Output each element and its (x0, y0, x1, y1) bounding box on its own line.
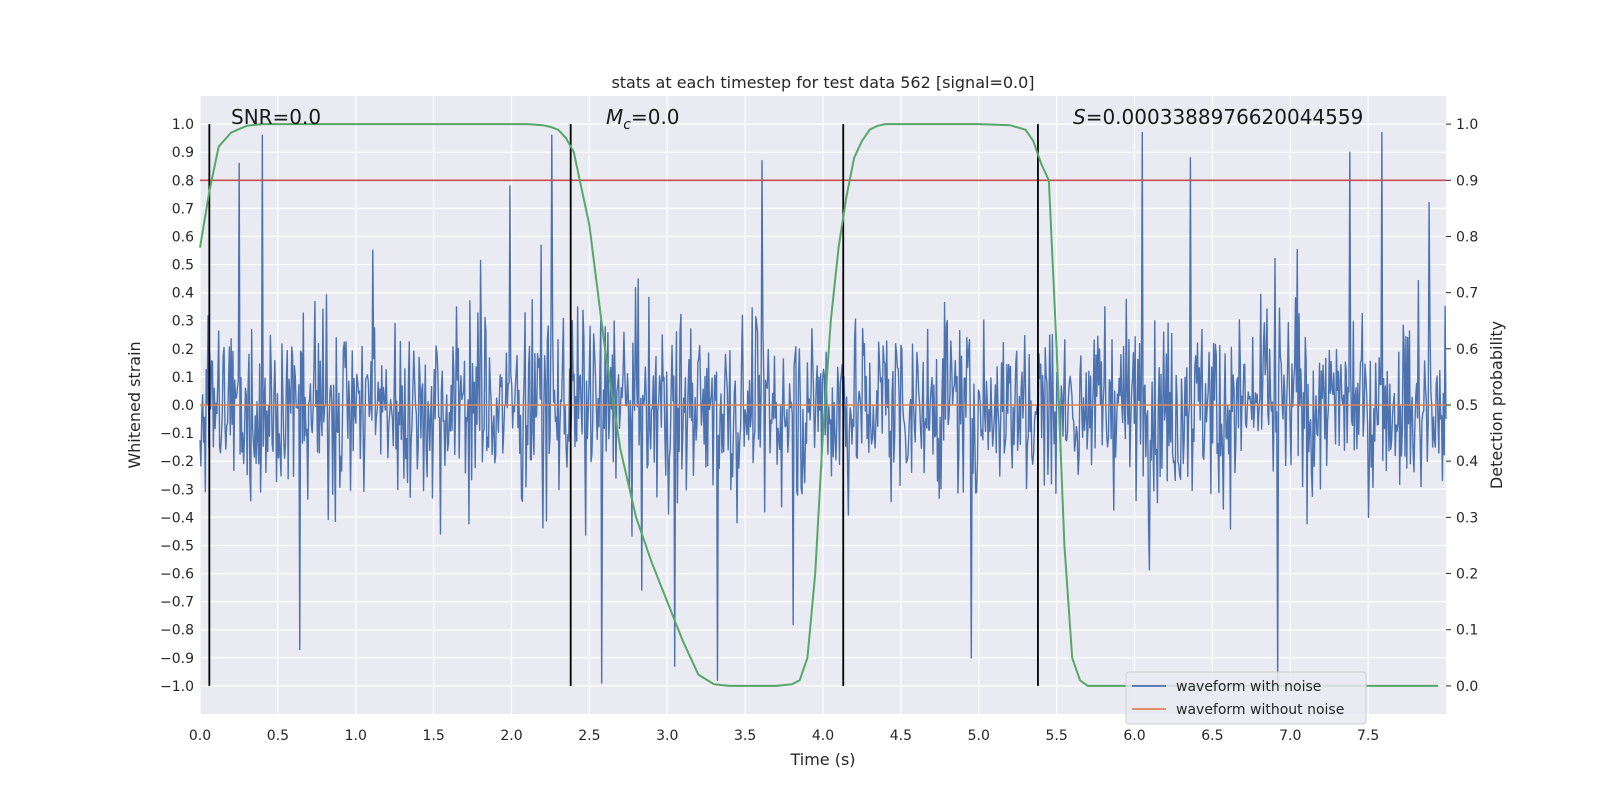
y2-tick-label: 1.0 (1456, 117, 1478, 133)
y2-tick-label: 0.3 (1456, 510, 1478, 526)
x-tick-label: 4.0 (812, 728, 834, 744)
y-tick-label: −0.7 (160, 595, 194, 611)
x-tick-label: 0.0 (189, 728, 211, 744)
y-tick-label: 0.5 (172, 258, 194, 274)
x-tick-label: 1.5 (422, 728, 444, 744)
x-tick-label: 6.5 (1201, 728, 1223, 744)
mc-symbol: M (606, 105, 623, 129)
y-tick-label: 0.8 (172, 173, 194, 189)
y2-tick-label: 0.6 (1456, 342, 1478, 358)
s-symbol: S (1073, 105, 1086, 129)
x-tick-label: 4.5 (890, 728, 912, 744)
legend-box (1125, 671, 1367, 725)
y2-tick-label: 0.9 (1456, 173, 1478, 189)
y2-tick-label: 0.4 (1456, 454, 1478, 470)
legend-label-clean: waveform without noise (1176, 702, 1344, 718)
legend: waveform with noise waveform without noi… (1125, 671, 1367, 725)
s-value: =0.0003388976620044559 (1086, 105, 1364, 129)
y-tick-label: −0.4 (160, 510, 194, 526)
y2-tick-label: 0.7 (1456, 286, 1478, 302)
line-layer (199, 123, 1446, 687)
y2-tick-label: 0.8 (1456, 229, 1478, 245)
x-tick-label: 5.5 (1045, 728, 1067, 744)
detection-probability-line (199, 123, 1439, 687)
x-tick-label: 5.0 (968, 728, 990, 744)
x-tick-label: 1.0 (345, 728, 367, 744)
x-axis-label: Time (s) (789, 750, 855, 769)
y2-tick-label: 0.2 (1456, 567, 1478, 583)
y-axis-label: Whitened strain (125, 341, 144, 468)
y-tick-label: 0.3 (172, 314, 194, 330)
x-tick-label: 2.0 (500, 728, 522, 744)
y-tick-label: 0.6 (172, 229, 194, 245)
noise-series (199, 131, 1447, 684)
x-tick-label: 3.5 (734, 728, 756, 744)
y2-axis-label: Detection probability (1487, 321, 1506, 489)
mc-annotation: Mc=0.0 (606, 105, 680, 133)
y2-tick-label: 0.0 (1456, 679, 1478, 695)
x-tick-label: 7.5 (1357, 728, 1379, 744)
y-tick-label: 0.0 (172, 398, 194, 414)
y-tick-label: 0.4 (172, 286, 194, 302)
y-tick-label: 0.9 (172, 145, 194, 161)
x-tick-label: 0.5 (267, 728, 289, 744)
x-tick-label: 7.0 (1279, 728, 1301, 744)
snr-annotation: SNR=0.0 (231, 105, 321, 129)
mc-value: =0.0 (631, 105, 680, 129)
x-tick-label: 6.0 (1123, 728, 1145, 744)
x-tick-label: 3.0 (656, 728, 678, 744)
y-tick-label: −0.6 (160, 567, 194, 583)
y-tick-label: −0.8 (160, 623, 194, 639)
y-tick-label: 0.7 (172, 201, 194, 217)
y-tick-label: 1.0 (172, 117, 194, 133)
axes: 0.0 0.5 1.0 1.5 2.0 2.5 3.0 3.5 4.0 4.5 5.0 5.5 6.0 6… (160, 117, 1478, 744)
y2-tick-label: 0.5 (1456, 398, 1478, 414)
x-tick-label: 2.5 (578, 728, 600, 744)
y-tick-label: −0.9 (160, 651, 194, 667)
y2-tick-label: 0.1 (1456, 623, 1478, 639)
legend-label-noise: waveform with noise (1176, 679, 1321, 695)
y-tick-label: 0.1 (172, 370, 194, 386)
y-tick-label: −0.3 (160, 482, 194, 498)
chart-title: stats at each timestep for test data 562… (611, 73, 1034, 92)
y-tick-label: 0.2 (172, 342, 194, 358)
y-tick-label: −0.5 (160, 538, 194, 554)
y-tick-label: −0.2 (160, 454, 194, 470)
mc-subscript: c (623, 117, 631, 133)
y-tick-label: −1.0 (160, 679, 194, 695)
y-tick-label: −0.1 (160, 426, 194, 442)
s-annotation: S=0.0003388976620044559 (1073, 105, 1363, 129)
noisy-waveform-line (199, 131, 1447, 684)
